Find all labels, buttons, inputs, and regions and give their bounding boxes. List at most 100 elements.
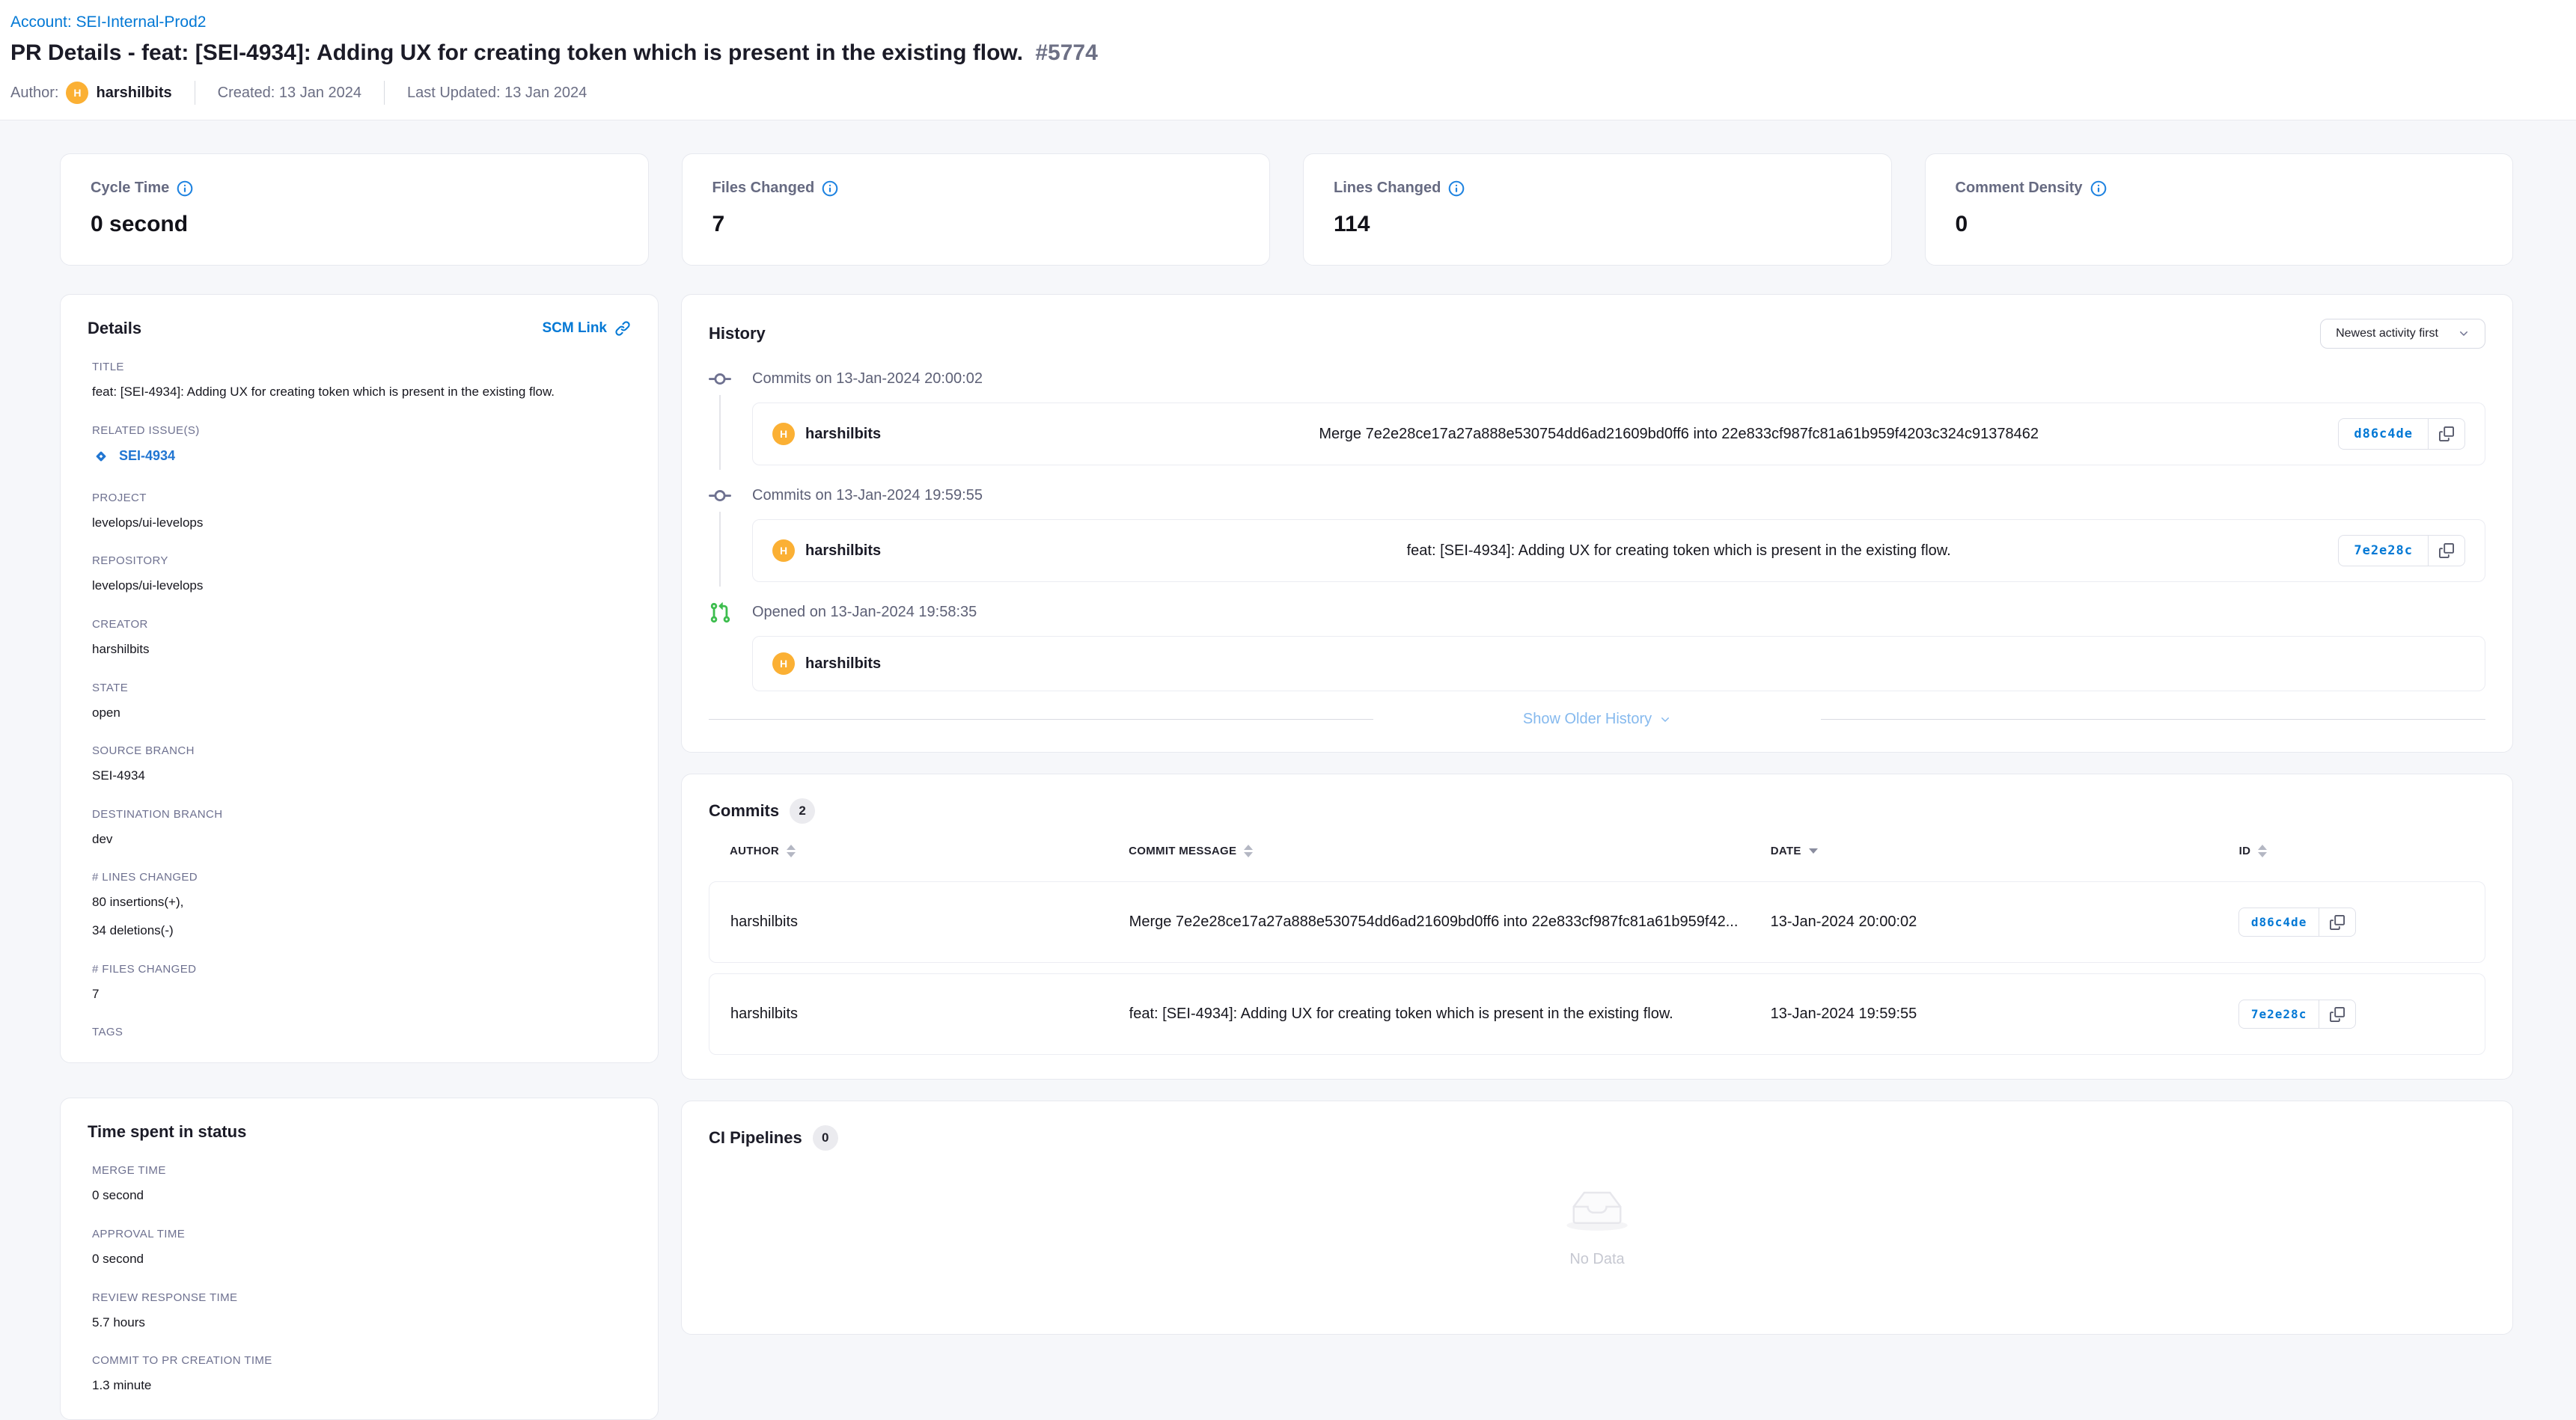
commit-date-cell: 13-Jan-2024 19:59:55 bbox=[1770, 1006, 1917, 1022]
page-title: PR Details - feat: [SEI-4934]: Adding UX… bbox=[10, 40, 2513, 66]
commit-hash-link[interactable]: d86c4de bbox=[2238, 908, 2320, 937]
info-icon[interactable] bbox=[2090, 180, 2107, 197]
detail-field-related-issues: RELATED ISSUE(S) SEI-4934 bbox=[92, 424, 631, 469]
metric-card-comment-density: Comment Density 0 bbox=[1924, 153, 2513, 266]
field-label: TITLE bbox=[92, 361, 124, 373]
column-header-id[interactable]: ID bbox=[2239, 845, 2464, 857]
field-value: 1.3 minute bbox=[92, 1378, 152, 1393]
author-avatar: H bbox=[66, 82, 89, 104]
field-value: 80 insertions(+), bbox=[92, 895, 184, 910]
commits-title: Commits bbox=[709, 801, 780, 820]
metric-value: 0 bbox=[1955, 212, 1968, 236]
commit-hash-link[interactable]: 7e2e28c bbox=[2238, 1000, 2320, 1029]
avatar-initial: H bbox=[779, 428, 788, 440]
time-spent-title: Time spent in status bbox=[88, 1122, 247, 1142]
commit-hash-link[interactable]: d86c4de bbox=[2338, 418, 2429, 450]
field-label: MERGE TIME bbox=[92, 1164, 166, 1178]
info-icon[interactable] bbox=[822, 180, 838, 197]
commit-message-cell: feat: [SEI-4934]: Adding UX for creating… bbox=[1129, 1006, 1673, 1022]
history-timeline: Commits on 13-Jan-2024 20:00:02 H harshi… bbox=[709, 368, 2485, 691]
field-label: APPROVAL TIME bbox=[92, 1228, 186, 1241]
sort-desc-icon bbox=[1808, 848, 1818, 854]
detail-field-creator: CREATOR harshilbits bbox=[92, 618, 631, 659]
history-sort-dropdown[interactable]: Newest activity first bbox=[2320, 319, 2485, 349]
details-panel: Details SCM Link TITLE feat: [SEI-4934]:… bbox=[60, 294, 659, 1064]
page-header: Account: SEI-Internal-Prod2 PR Details -… bbox=[0, 0, 2576, 120]
column-header-author[interactable]: AUTHOR bbox=[730, 845, 1129, 857]
empty-state-text: No Data bbox=[1569, 1251, 1625, 1267]
show-older-label: Show Older History bbox=[1522, 711, 1652, 727]
field-label: SOURCE BRANCH bbox=[92, 744, 195, 758]
details-title: Details bbox=[88, 319, 142, 337]
column-label: DATE bbox=[1770, 845, 1801, 857]
commit-table-row: harshilbits Merge 7e2e28ce17a27a888e5307… bbox=[709, 881, 2485, 963]
avatar: H bbox=[772, 539, 795, 562]
author-name: harshilbits bbox=[96, 84, 172, 101]
metric-value: 7 bbox=[712, 212, 725, 236]
commit-table-row: harshilbits feat: [SEI-4934]: Adding UX … bbox=[709, 973, 2485, 1055]
last-updated-date: Last Updated: 13 Jan 2024 bbox=[407, 84, 587, 101]
scm-link[interactable]: SCM Link bbox=[542, 320, 631, 337]
show-older-history-button[interactable]: Show Older History bbox=[1523, 711, 1671, 728]
detail-field-files-changed: # FILES CHANGED 7 bbox=[92, 963, 631, 1004]
copy-icon[interactable] bbox=[2319, 1000, 2357, 1029]
metric-label: Files Changed bbox=[712, 180, 815, 196]
event-label: Commits on 13-Jan-2024 19:59:55 bbox=[752, 487, 983, 504]
metrics-row: Cycle Time 0 second Files Changed 7 Line… bbox=[60, 153, 2513, 266]
field-value: levelops/ui-levelops bbox=[92, 578, 204, 593]
meta-divider bbox=[384, 81, 385, 105]
timeline-connector bbox=[719, 512, 721, 587]
timeline-connector bbox=[719, 395, 721, 470]
history-event: Commits on 13-Jan-2024 19:59:55 H harshi… bbox=[709, 485, 2485, 587]
event-author: harshilbits bbox=[805, 655, 882, 672]
column-header-message[interactable]: COMMIT MESSAGE bbox=[1129, 845, 1771, 857]
commits-count-badge: 2 bbox=[790, 798, 816, 824]
created-date: Created: 13 Jan 2024 bbox=[217, 84, 361, 101]
field-label: DESTINATION BRANCH bbox=[92, 807, 223, 821]
sort-icon bbox=[2258, 845, 2268, 857]
commit-hash-link[interactable]: 7e2e28c bbox=[2338, 535, 2429, 566]
detail-field-repository: REPOSITORY levelops/ui-levelops bbox=[92, 554, 631, 596]
field-label: COMMIT TO PR CREATION TIME bbox=[92, 1354, 272, 1368]
empty-box-icon bbox=[1566, 1191, 1629, 1232]
account-link[interactable]: Account: SEI-Internal-Prod2 bbox=[10, 13, 207, 31]
detail-field-state: STATE open bbox=[92, 682, 631, 723]
field-value: dev bbox=[92, 831, 113, 846]
metric-label: Cycle Time bbox=[91, 180, 170, 196]
info-icon[interactable] bbox=[1448, 180, 1465, 197]
author-avatar-initial: H bbox=[73, 87, 82, 99]
divider bbox=[1821, 719, 2485, 720]
event-card: H harshilbits Merge 7e2e28ce17a27a888e53… bbox=[752, 403, 2485, 465]
related-issue-link[interactable]: SEI-4934 bbox=[92, 447, 175, 465]
metric-label: Lines Changed bbox=[1334, 180, 1441, 196]
sort-icon bbox=[786, 845, 796, 857]
detail-field-title: TITLE feat: [SEI-4934]: Adding UX for cr… bbox=[92, 361, 631, 402]
field-value: harshilbits bbox=[92, 641, 150, 656]
commit-id-cell: d86c4de bbox=[2238, 908, 2464, 937]
copy-icon[interactable] bbox=[2429, 418, 2465, 450]
show-older-row: Show Older History bbox=[709, 711, 2485, 728]
detail-field-source-branch: SOURCE BRANCH SEI-4934 bbox=[92, 744, 631, 786]
field-label: STATE bbox=[92, 681, 129, 694]
info-icon[interactable] bbox=[177, 180, 193, 197]
author-label: Author: bbox=[10, 84, 59, 101]
metric-card-cycle-time: Cycle Time 0 second bbox=[60, 153, 649, 266]
copy-icon[interactable] bbox=[2319, 908, 2357, 937]
empty-state: No Data bbox=[709, 1181, 2485, 1268]
event-author: harshilbits bbox=[805, 425, 882, 442]
history-event-opened: Opened on 13-Jan-2024 19:58:35 H harshil… bbox=[709, 602, 2485, 691]
history-event: Commits on 13-Jan-2024 20:00:02 H harshi… bbox=[709, 368, 2485, 470]
detail-field-project: PROJECT levelops/ui-levelops bbox=[92, 492, 631, 533]
column-header-date[interactable]: DATE bbox=[1771, 845, 2239, 857]
time-spent-panel: Time spent in status MERGE TIME 0 second… bbox=[60, 1098, 659, 1420]
commit-message-cell: Merge 7e2e28ce17a27a888e530754dd6ad21609… bbox=[1129, 913, 1739, 930]
history-panel: History Newest activity first Commits on… bbox=[681, 294, 2513, 753]
pr-number: #5774 bbox=[1035, 40, 1098, 65]
page-content: Cycle Time 0 second Files Changed 7 Line… bbox=[0, 120, 2576, 1420]
copy-icon[interactable] bbox=[2429, 535, 2465, 566]
field-value: 5.7 hours bbox=[92, 1315, 145, 1329]
metric-value: 0 second bbox=[91, 212, 189, 236]
detail-field-lines-changed: # LINES CHANGED 80 insertions(+), 34 del… bbox=[92, 871, 631, 940]
commits-table-header: AUTHOR COMMIT MESSAGE DATE ID bbox=[709, 824, 2485, 871]
event-label: Commits on 13-Jan-2024 20:00:02 bbox=[752, 370, 983, 387]
